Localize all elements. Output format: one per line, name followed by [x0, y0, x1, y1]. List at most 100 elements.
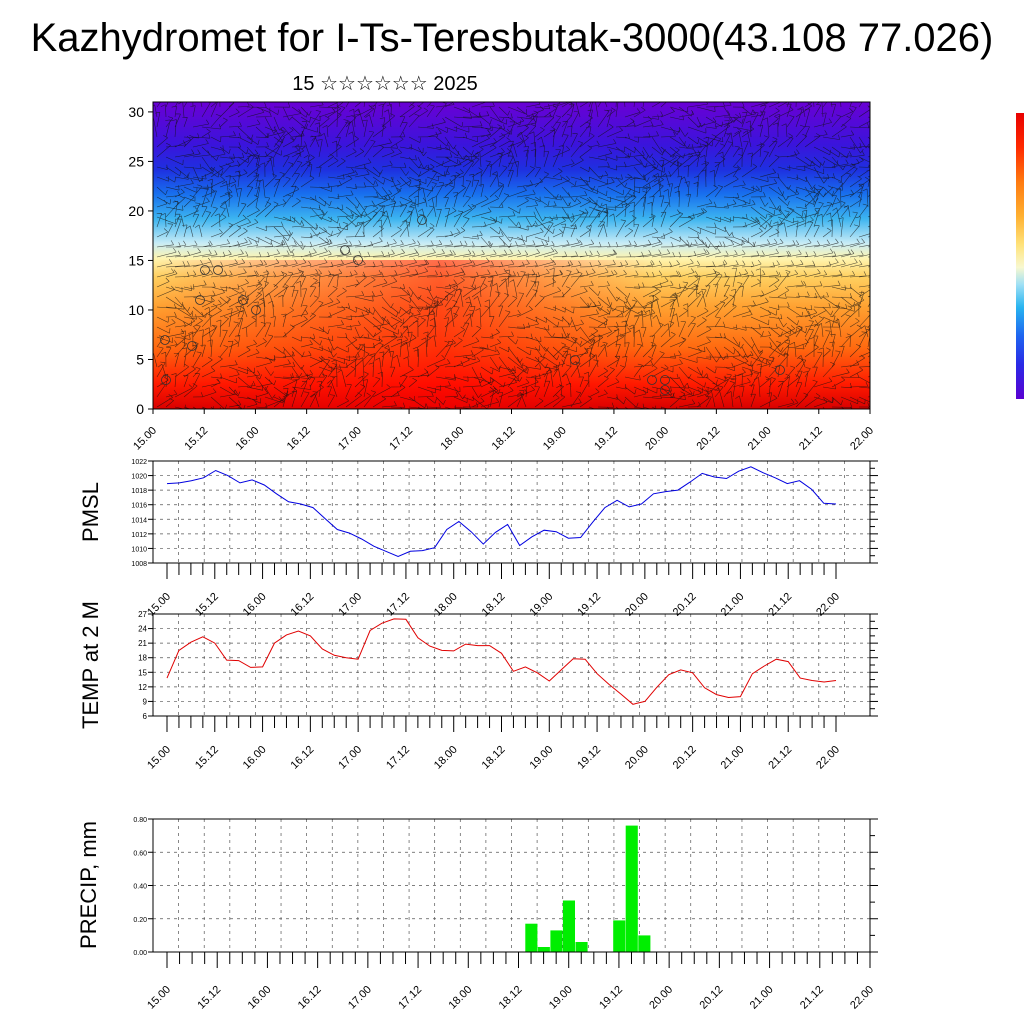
heatmap-x-tick-label: 18.00: [438, 425, 466, 453]
heatmap-y-axis: 0 5 10 15 20 25 30: [128, 104, 153, 417]
precipitation-bar: [625, 825, 638, 952]
colorbar: [1016, 113, 1024, 399]
calm-wind-marker: [213, 265, 223, 275]
calm-wind-marker: [238, 295, 248, 305]
precipitation-x-tick-label: 22.00: [848, 984, 876, 1012]
precipitation-x-tick-label: 15.12: [195, 984, 223, 1012]
wind-barbs: [153, 102, 870, 409]
heatmap-x-tick-label: 16.12: [285, 425, 313, 453]
temperature-y-tick-label: 9: [143, 697, 148, 706]
precipitation-x-tick-label: 17.00: [346, 984, 374, 1012]
temperature-grid: [153, 613, 870, 717]
pmsl-axis-label: PMSL: [78, 482, 103, 542]
precipitation-x-axis: 15.00 15.12 16.00 16.12 17.00 17.12 18.00 18.12…: [145, 952, 876, 1012]
temperature-y-axis: 6 9 12 15 18 21 24 27: [138, 610, 878, 721]
precipitation-y-tick-label: 0.00: [133, 950, 147, 957]
pmsl-y-tick-label: 1012: [131, 532, 147, 539]
precipitation-panel: 0.00 0.20 0.40 0.60 0.80 15.00 15.12 16.00 16.1…: [76, 817, 878, 1012]
temperature-x-tick-label: 19.12: [575, 744, 603, 772]
calm-wind-marker: [340, 245, 350, 255]
pmsl-y-tick-label: 1010: [131, 546, 147, 553]
precipitation-y-tick-label: 0.40: [133, 884, 147, 891]
pmsl-y-tick-label: 1008: [131, 561, 147, 568]
precipitation-y-tick-label: 0.80: [133, 817, 147, 824]
precipitation-x-tick-label: 16.12: [296, 984, 324, 1012]
precipitation-bar: [562, 900, 575, 952]
heatmap-x-tick-label: 15.12: [182, 425, 210, 453]
precipitation-x-tick-label: 20.00: [647, 984, 675, 1012]
temperature-axis-label: TEMP at 2 M: [78, 601, 103, 729]
heatmap-y-tick-label: 15: [128, 252, 144, 268]
temperature-series-line: [166, 618, 837, 705]
precipitation-y-tick-label: 0.20: [133, 917, 147, 924]
calm-wind-marker: [647, 375, 657, 385]
temperature-x-tick-label: 16.12: [289, 744, 317, 772]
heatmap-x-tick-label: 20.00: [643, 425, 671, 453]
pmsl-y-tick-label: 1018: [131, 488, 147, 495]
calm-wind-marker: [195, 295, 205, 305]
temperature-x-tick-label: 22.00: [814, 744, 842, 772]
temperature-y-tick-label: 15: [138, 668, 147, 677]
precipitation-bar: [613, 920, 626, 952]
pmsl-y-tick-label: 1022: [131, 459, 147, 466]
temperature-x-tick-label: 17.12: [384, 744, 412, 772]
heatmap-warm-zone: [153, 260, 870, 409]
precipitation-bar: [525, 923, 538, 952]
temperature-x-tick-label: 21.00: [719, 744, 747, 772]
calm-wind-marker: [660, 385, 670, 395]
heatmap-x-tick-label: 21.12: [797, 425, 825, 453]
precipitation-y-axis: 0.00 0.20 0.40 0.60 0.80: [133, 817, 878, 957]
temperature-y-tick-label: 12: [138, 683, 147, 692]
temperature-x-tick-label: 20.00: [623, 744, 651, 772]
wind-barb-strokes: [153, 102, 870, 409]
pmsl-y-axis: 1008 1010 1012 1014 1016 1018 1020 1022: [131, 459, 878, 568]
heatmap-y-tick-label: 20: [128, 203, 144, 219]
precipitation-grid: [153, 818, 870, 953]
precipitation-bar: [638, 935, 651, 952]
heatmap-x-tick-label: 17.12: [387, 425, 415, 453]
pmsl-y-tick-label: 1016: [131, 503, 147, 510]
temperature-x-tick-label: 20.12: [671, 744, 699, 772]
pmsl-panel: 1008 1010 1012 1014 1016 1018 1020 1022 15.00 15…: [78, 459, 878, 619]
precipitation-x-tick-label: 19.12: [597, 984, 625, 1012]
calm-wind-marker: [775, 365, 785, 375]
heatmap-x-axis: 15.00 15.12 16.00 16.12 17.00 17.12 18.00 18.12…: [131, 409, 876, 453]
precipitation-bar: [537, 947, 550, 952]
precipitation-x-tick-label: 21.12: [798, 984, 826, 1012]
heatmap-x-tick-label: 19.00: [541, 425, 569, 453]
calm-wind-marker: [570, 355, 580, 365]
temperature-x-tick-label: 15.00: [145, 744, 173, 772]
pmsl-series-line: [166, 466, 837, 557]
pmsl-y-tick-label: 1014: [131, 517, 147, 524]
calm-wind-marker: [200, 265, 210, 275]
pmsl-x-axis: 15.00 15.12 16.00 16.12 17.00 17.12 18.00 18.12…: [145, 563, 842, 619]
calm-wind-marker: [251, 305, 261, 315]
pmsl-y-tick-label: 1020: [131, 474, 147, 481]
temperature-y-tick-label: 27: [138, 610, 147, 619]
heatmap-y-tick-label: 30: [128, 104, 144, 120]
precipitation-x-tick-label: 21.00: [748, 984, 776, 1012]
calm-wind-marker: [161, 375, 171, 385]
heatmap-panel: 0 5 10 15 20 25 30 15.00 15.12 16.00 16.12 17.00 17…: [128, 101, 876, 453]
heatmap-x-tick-label: 15.00: [131, 425, 159, 453]
calm-wind-marker: [353, 255, 363, 265]
heatmap-y-tick-label: 25: [128, 153, 144, 169]
temperature-y-tick-label: 21: [138, 639, 147, 648]
calm-wind-marker: [660, 375, 670, 385]
pmsl-grid: [153, 460, 870, 564]
temperature-x-tick-label: 16.00: [241, 744, 269, 772]
heatmap-y-tick-label: 10: [128, 302, 144, 318]
precipitation-x-tick-label: 17.12: [396, 984, 424, 1012]
chart-title: Kazhydromet for I-Ts-Teresbutak-3000(43.…: [30, 16, 994, 60]
temperature-x-tick-label: 15.12: [193, 744, 221, 772]
heatmap-x-tick-label: 20.12: [695, 425, 723, 453]
heatmap-x-tick-label: 18.12: [490, 425, 518, 453]
precipitation-x-tick-label: 18.12: [497, 984, 525, 1012]
precipitation-bar: [550, 930, 563, 952]
heatmap-y-tick-label: 0: [136, 401, 144, 417]
heatmap-x-tick-label: 21.00: [746, 425, 774, 453]
temperature-y-tick-label: 24: [138, 625, 147, 634]
heatmap-x-tick-label: 19.12: [592, 425, 620, 453]
precipitation-bars: [525, 825, 651, 952]
